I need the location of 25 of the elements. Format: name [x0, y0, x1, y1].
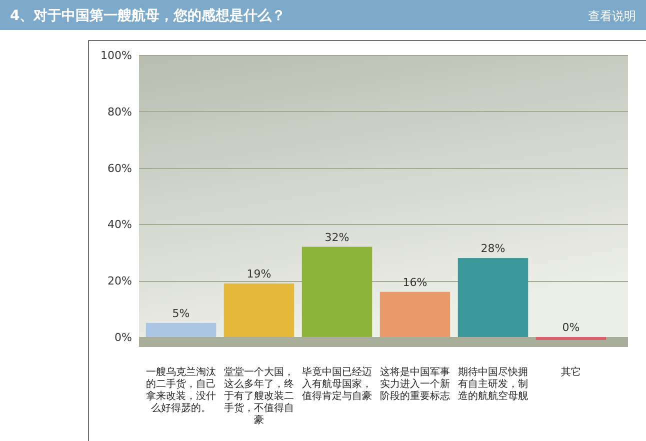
data-label: 28% — [480, 242, 506, 256]
x-tick-label: 毕竟中国已经迈入有航母国家，值得肯定与自豪 — [302, 366, 372, 402]
bar — [146, 322, 216, 337]
chart-title: 4、对于中国第一艘航母，您的感想是什么？ — [10, 7, 286, 24]
bar — [380, 292, 450, 337]
data-label: 16% — [402, 276, 428, 289]
y-tick-label: 100% — [100, 49, 132, 62]
y-tick-label: 0% — [114, 331, 132, 344]
x-tick-label: 期待中国尽快拥有自主研发，制造的航航空母舰 — [458, 366, 528, 402]
bar — [302, 246, 372, 337]
x-tick-label: 一艘乌克兰淘汰的二手货，自己拿来改装，没什么好得瑟的。 — [146, 366, 216, 414]
y-tick-label: 20% — [108, 274, 132, 288]
y-tick-label: 60% — [108, 162, 132, 175]
x-tick-label: 其它 — [561, 366, 581, 378]
data-label: 32% — [324, 230, 350, 244]
data-label: 5% — [172, 306, 190, 320]
data-label: 19% — [246, 267, 272, 280]
x-tick-label: 堂堂一个大国，这么多年了，终于有了艘改装二手货，不值得自豪 — [224, 366, 294, 426]
data-label: 0% — [562, 321, 580, 334]
y-tick-label: 80% — [108, 105, 132, 118]
y-tick-label: 40% — [108, 218, 132, 232]
x-tick-label: 这将是中国军事实力进入一个新阶段的重要标志 — [380, 366, 450, 402]
text: 查看说明 — [588, 9, 636, 23]
bar — [458, 258, 528, 337]
bar — [224, 283, 294, 337]
